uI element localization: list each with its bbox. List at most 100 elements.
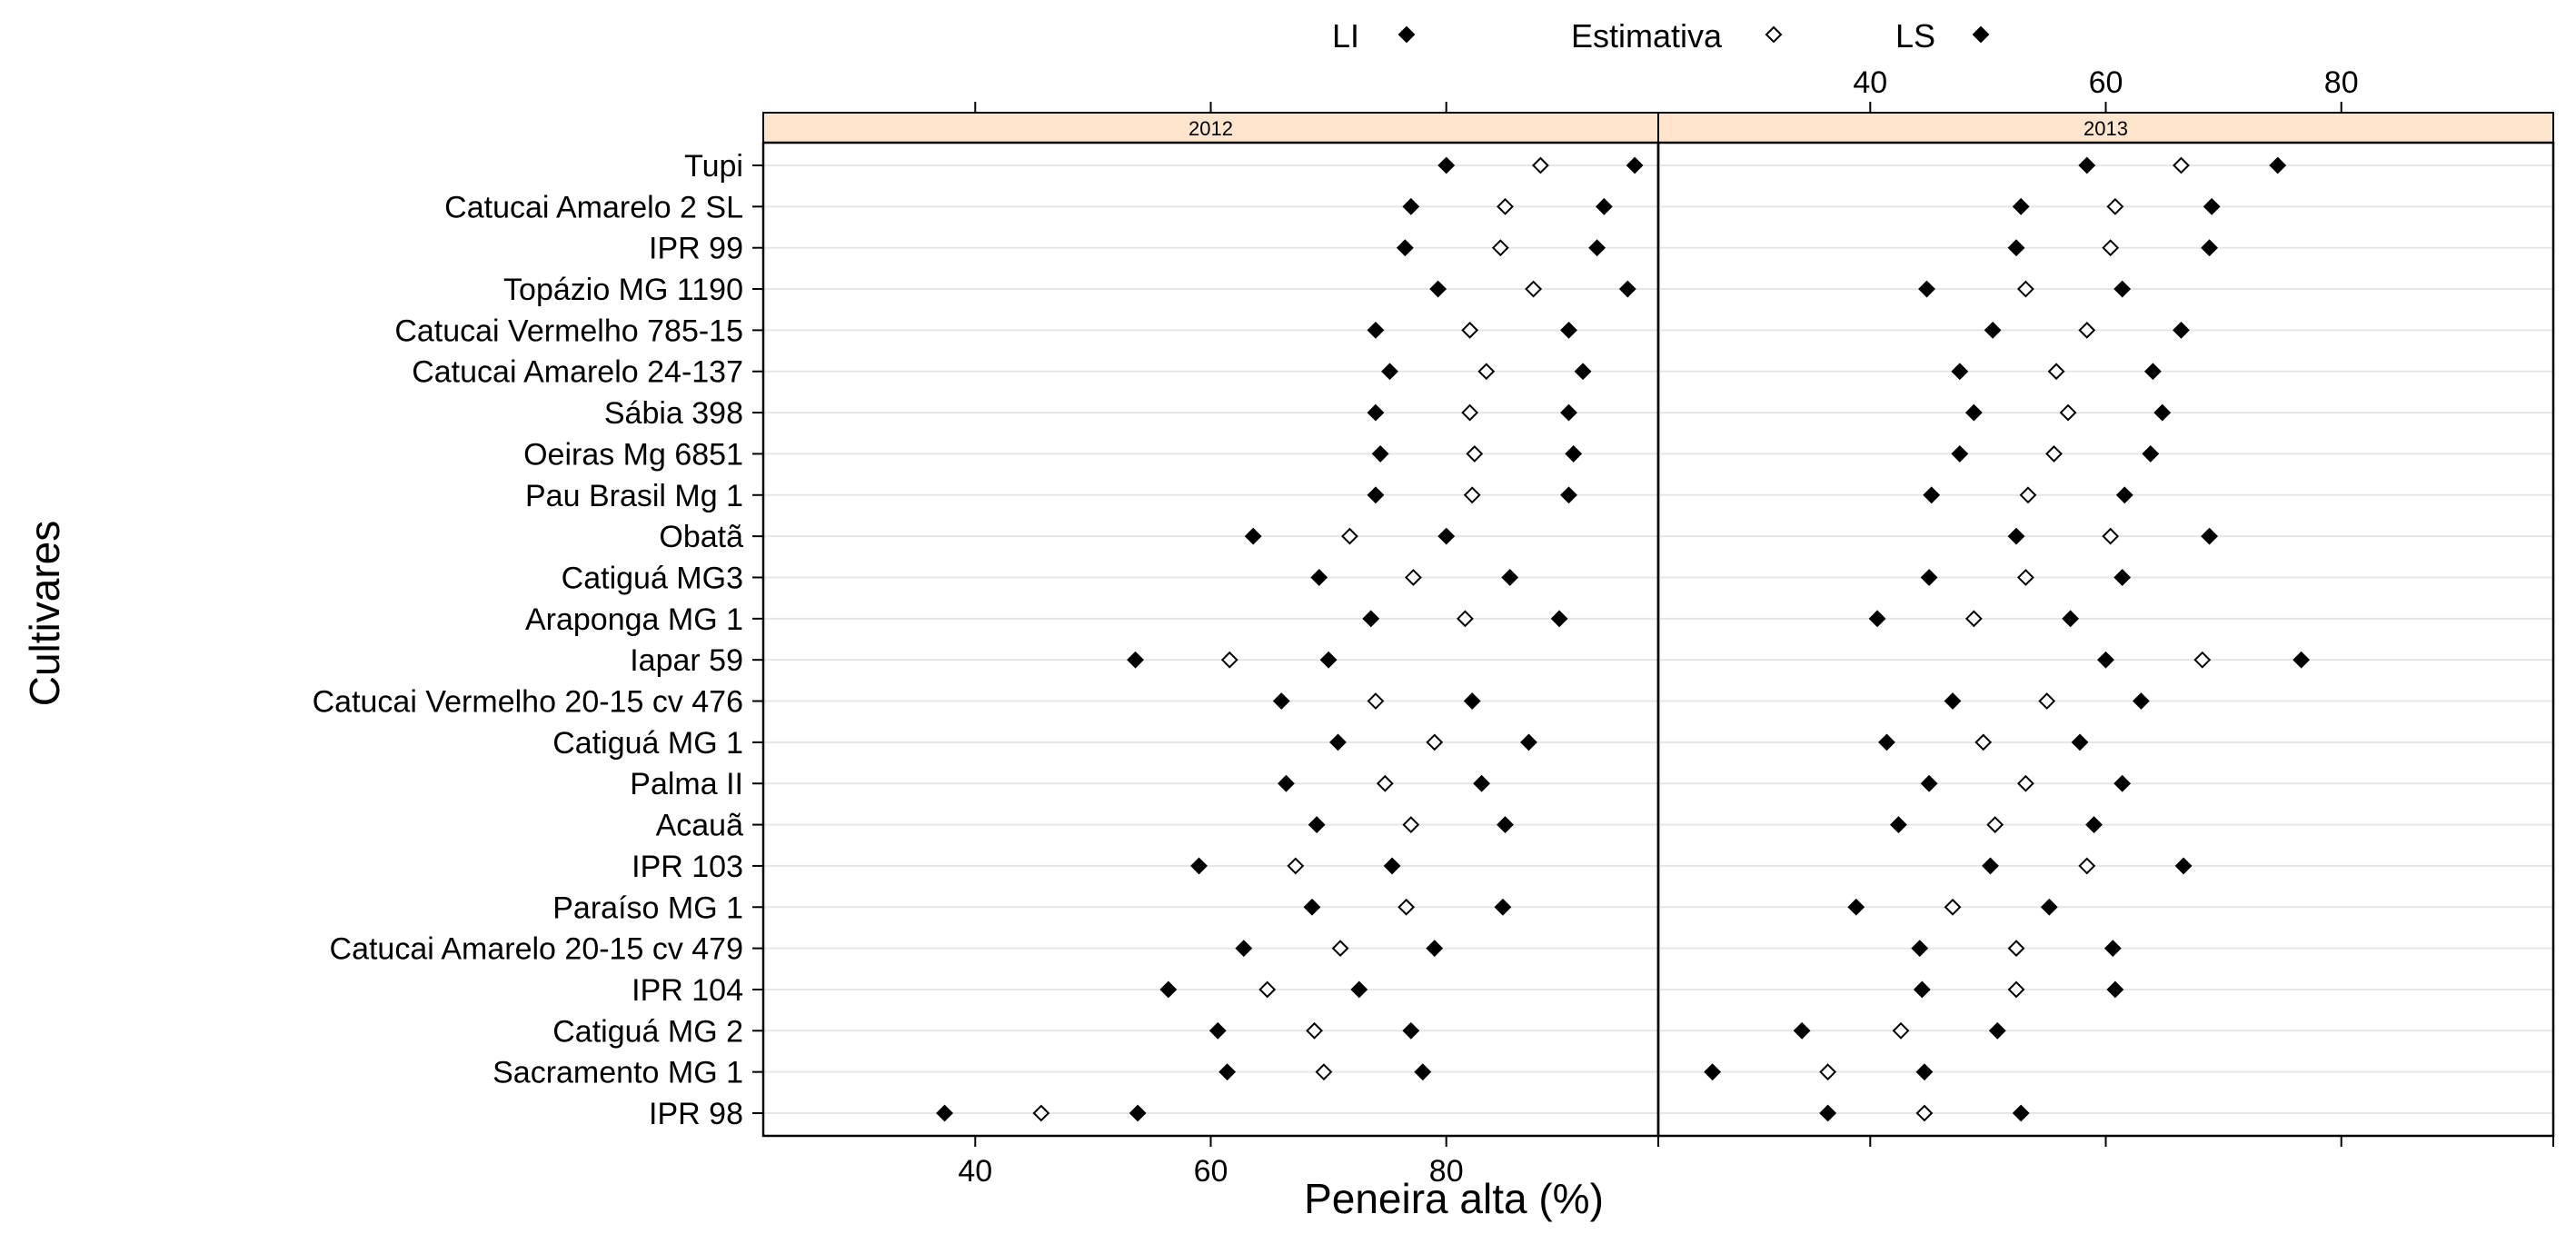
point-li	[2012, 197, 2030, 215]
point-estimativa	[1463, 486, 1481, 504]
point-ls	[2201, 527, 2218, 545]
point-estimativa	[1892, 1021, 1910, 1040]
point-ls	[2201, 239, 2218, 257]
y-tick-label: Catucai Amarelo 24-137	[412, 355, 743, 390]
point-li	[1819, 1104, 1837, 1122]
panel-border	[1656, 141, 2555, 1138]
point-estimativa	[1819, 1063, 1837, 1081]
point-ls	[2040, 898, 2058, 916]
point-li	[1235, 940, 1253, 958]
point-li	[2007, 239, 2025, 257]
point-li	[1918, 280, 1935, 298]
point-ls	[2012, 1104, 2030, 1122]
panel-2013: 2013 40 60 80	[1656, 65, 2555, 1147]
point-li	[1367, 321, 1385, 339]
point-li	[1190, 857, 1208, 875]
y-tick-label: Araponga MG 1	[525, 602, 743, 637]
point-estimativa	[2047, 363, 2065, 381]
y-tick-label: Pau Brasil Mg 1	[525, 479, 743, 513]
point-li	[1303, 898, 1321, 916]
point-ls	[2085, 816, 2103, 833]
point-li	[1878, 733, 1895, 751]
point-estimativa	[2078, 321, 2096, 339]
y-tick-label: Catucai Vermelho 785-15	[394, 313, 743, 348]
point-estimativa	[2045, 445, 2063, 463]
point-estimativa	[1497, 197, 1514, 215]
point-ls	[2104, 940, 2122, 958]
point-estimativa	[1457, 610, 1474, 628]
point-ls	[1414, 1063, 1432, 1081]
point-ls	[1626, 156, 1644, 174]
y-tick-label: Topázio MG 1190	[503, 273, 743, 307]
point-li	[1371, 445, 1389, 463]
point-li	[1272, 692, 1290, 710]
point-ls	[2114, 569, 2132, 586]
point-estimativa	[2019, 486, 2037, 504]
point-ls	[1383, 857, 1401, 875]
point-estimativa	[2059, 403, 2077, 422]
point-estimativa	[2007, 940, 2025, 958]
point-li	[1278, 774, 1295, 792]
point-li	[1889, 816, 1907, 833]
point-li	[1964, 403, 1983, 422]
point-estimativa	[1915, 1104, 1934, 1122]
point-li	[1159, 980, 1178, 999]
x-tick-label: 80	[2324, 65, 2359, 100]
legend-marker	[1765, 25, 1783, 44]
point-estimativa	[1397, 898, 1416, 916]
point-li	[2097, 651, 2114, 669]
point-li	[1218, 1063, 1237, 1081]
x-tick-label: 60	[1194, 1154, 1228, 1189]
point-estimativa	[1461, 321, 1479, 339]
legend-marker	[1397, 25, 1416, 44]
point-ls	[1588, 239, 1606, 257]
point-estimativa	[2007, 980, 2025, 999]
point-ls	[1618, 280, 1636, 298]
strip-header	[1657, 112, 2554, 144]
point-li	[1951, 445, 1969, 463]
strip-label: 2012	[1189, 117, 1233, 140]
point-li	[1437, 156, 1456, 174]
point-li	[1984, 321, 2002, 339]
y-tick-label: IPR 98	[649, 1097, 743, 1131]
point-estimativa	[1964, 610, 1983, 628]
point-estimativa	[1402, 816, 1420, 833]
point-ls	[2142, 445, 2160, 463]
point-li	[1362, 610, 1380, 628]
point-li	[1429, 280, 1447, 298]
point-ls	[2174, 857, 2193, 875]
point-estimativa	[1306, 1021, 1323, 1040]
point-estimativa	[1466, 445, 1484, 463]
panels: 2012 40 60 80 2013 40 60 80	[761, 65, 2555, 1189]
y-tick-label: Catiguá MG 2	[552, 1014, 743, 1049]
point-ls	[1129, 1104, 1147, 1122]
point-ls	[2269, 156, 2287, 174]
point-ls	[1520, 733, 1537, 751]
point-ls	[1497, 816, 1514, 833]
panel-border	[761, 141, 1660, 1138]
point-li	[936, 1104, 954, 1122]
point-estimativa	[2038, 692, 2056, 710]
legend-label: Estimativa	[1571, 17, 1723, 55]
point-estimativa	[1426, 733, 1444, 751]
point-li	[1396, 239, 1414, 257]
point-estimativa	[1220, 651, 1238, 669]
point-estimativa	[1287, 857, 1305, 875]
point-ls	[1463, 692, 1481, 710]
y-tick-label: Sacramento MG 1	[492, 1056, 743, 1090]
point-estimativa	[2193, 651, 2212, 669]
point-ls	[2143, 363, 2162, 381]
strip-header	[762, 112, 1659, 144]
y-tick-label: Paraíso MG 1	[552, 891, 743, 925]
point-li	[1208, 1021, 1227, 1040]
point-li	[1308, 816, 1326, 833]
x-tick-label: 80	[1429, 1154, 1464, 1189]
point-li	[1367, 403, 1385, 422]
y-tick-label: Palma II	[630, 767, 743, 801]
point-estimativa	[1525, 280, 1543, 298]
point-estimativa	[1341, 527, 1358, 545]
point-ls	[1565, 445, 1583, 463]
point-ls	[1560, 486, 1577, 504]
panel-2012: 2012 40 60 80	[761, 102, 1660, 1189]
